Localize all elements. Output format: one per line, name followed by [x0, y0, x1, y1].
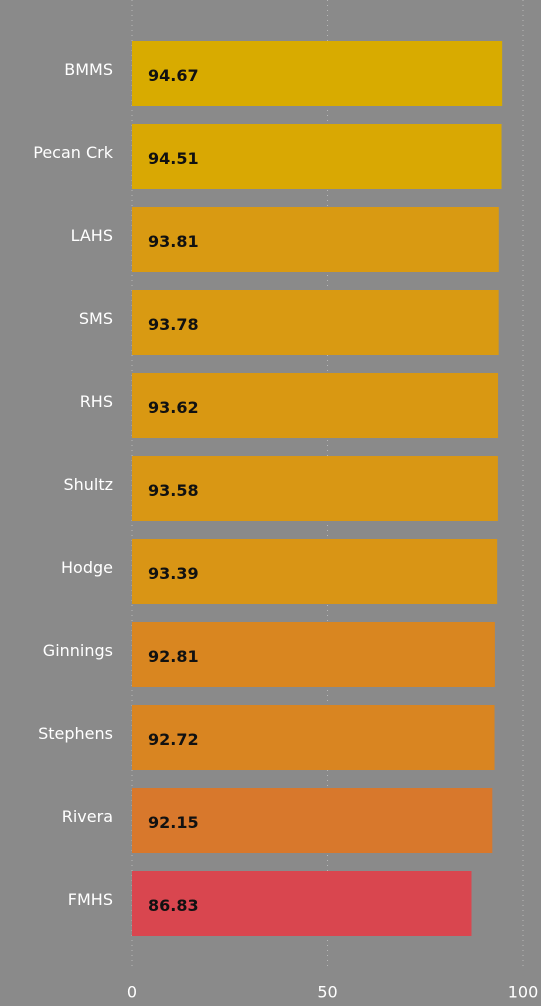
category-label: Shultz	[63, 475, 113, 494]
category-label: RHS	[80, 392, 113, 411]
value-label: 93.62	[148, 398, 199, 417]
bar	[132, 290, 499, 355]
category-label: LAHS	[71, 226, 113, 245]
bar	[132, 124, 502, 189]
value-label: 92.15	[148, 813, 199, 832]
value-label: 93.39	[148, 564, 199, 583]
value-label: 92.72	[148, 730, 199, 749]
x-tick-label: 50	[317, 983, 337, 1002]
bar	[132, 622, 495, 687]
value-label: 93.78	[148, 315, 199, 334]
category-label: Hodge	[61, 558, 113, 577]
bar	[132, 871, 472, 936]
value-label: 92.81	[148, 647, 199, 666]
category-label: Stephens	[38, 724, 113, 743]
bar	[132, 705, 495, 770]
x-tick-label: 100	[508, 983, 539, 1002]
category-label: Rivera	[62, 807, 113, 826]
bar	[132, 788, 493, 853]
category-label: Ginnings	[43, 641, 113, 660]
value-label: 86.83	[148, 896, 199, 915]
bar	[132, 373, 499, 438]
bar	[132, 456, 498, 521]
category-label: Pecan Crk	[33, 143, 114, 162]
bar	[132, 41, 503, 106]
x-tick-label: 0	[127, 983, 137, 1002]
bar	[132, 207, 499, 272]
category-label: FMHS	[68, 890, 113, 909]
value-label: 93.81	[148, 232, 199, 251]
value-label: 93.58	[148, 481, 199, 500]
value-label: 94.67	[148, 66, 199, 85]
category-label: SMS	[79, 309, 113, 328]
bar	[132, 539, 498, 604]
value-label: 94.51	[148, 149, 199, 168]
category-label: BMMS	[64, 60, 113, 79]
